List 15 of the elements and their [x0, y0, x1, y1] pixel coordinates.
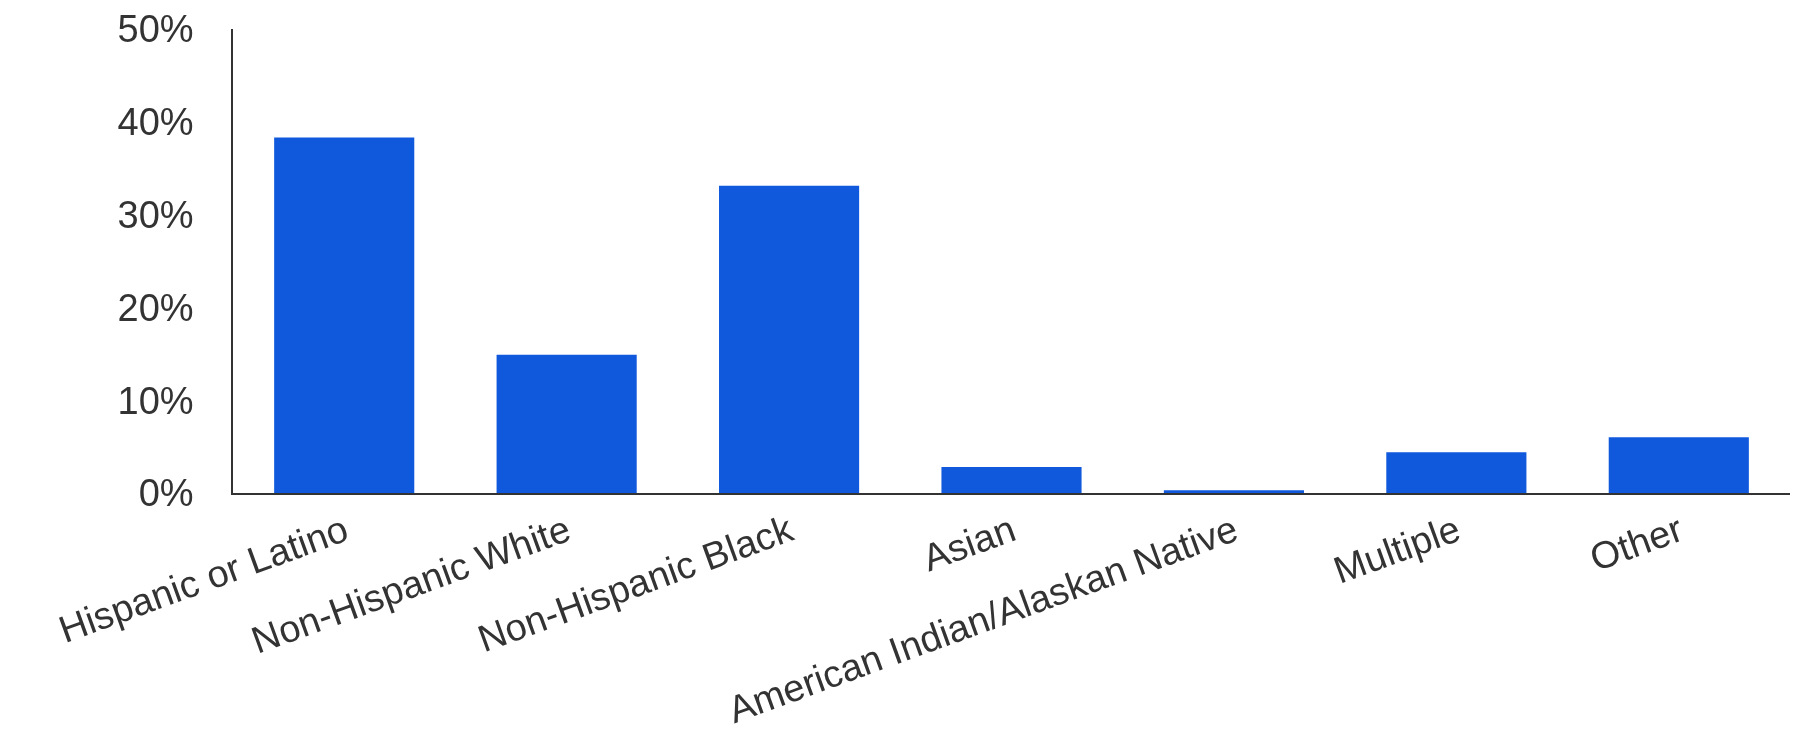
bar [1608, 437, 1749, 493]
y-tick-label: 0% [138, 472, 194, 515]
bar [274, 137, 415, 493]
y-tick-label: 30% [117, 193, 194, 236]
bar [719, 185, 860, 493]
bar [1163, 490, 1304, 493]
y-tick-label: 40% [117, 101, 194, 144]
bar [1386, 452, 1527, 493]
bar [941, 467, 1082, 493]
y-tick-label: 10% [117, 379, 194, 422]
y-tick-label: 50% [117, 8, 194, 51]
x-tick-label: Multiple [1328, 507, 1466, 592]
bar [496, 354, 637, 493]
x-tick-label: Other [1584, 507, 1689, 580]
y-tick-label: 20% [117, 286, 194, 329]
